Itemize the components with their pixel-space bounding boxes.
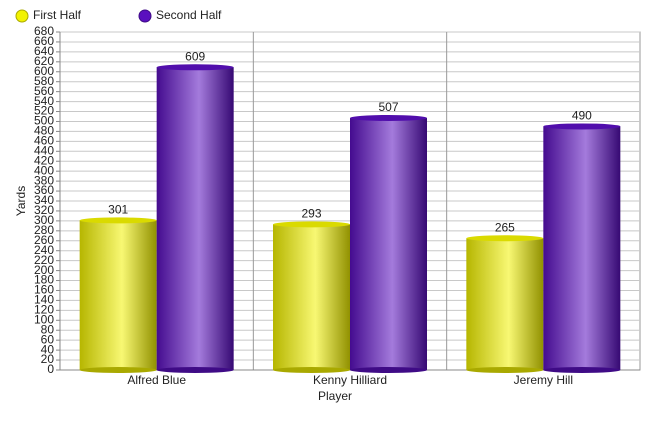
y-tick-label: 100 bbox=[34, 312, 54, 326]
y-tick-label: 400 bbox=[34, 163, 54, 177]
y-tick-label: 580 bbox=[34, 74, 54, 88]
bar bbox=[79, 220, 157, 370]
x-tick-label: Kenny Hilliard bbox=[313, 373, 387, 387]
y-tick-label: 200 bbox=[34, 263, 54, 277]
y-tick-label: 460 bbox=[34, 134, 54, 148]
bar bbox=[543, 126, 621, 370]
x-tick-label: Jeremy Hill bbox=[514, 373, 573, 387]
y-tick-label: 240 bbox=[34, 243, 54, 257]
bar-base bbox=[466, 367, 544, 373]
y-tick-label: 620 bbox=[34, 54, 54, 68]
y-tick-label: 0 bbox=[47, 362, 54, 376]
y-tick-label: 120 bbox=[34, 303, 54, 317]
y-tick-label: 520 bbox=[34, 104, 54, 118]
bar-cap bbox=[156, 64, 234, 71]
bar-cap bbox=[273, 221, 350, 228]
y-tick-label: 440 bbox=[34, 143, 54, 157]
y-tick-label: 140 bbox=[34, 293, 54, 307]
y-tick-label: 180 bbox=[34, 273, 54, 287]
y-tick-label: 60 bbox=[41, 332, 55, 346]
bar-cap bbox=[350, 114, 427, 121]
bar bbox=[273, 224, 350, 370]
y-tick-label: 640 bbox=[34, 44, 54, 58]
y-tick-label: 300 bbox=[34, 213, 54, 227]
y-tick-label: 480 bbox=[34, 124, 54, 138]
legend-marker bbox=[138, 9, 152, 23]
bar-base bbox=[79, 367, 157, 373]
data-label: 507 bbox=[378, 100, 398, 114]
data-label: 301 bbox=[108, 203, 128, 217]
bar-base bbox=[156, 367, 234, 373]
legend-label: Second Half bbox=[156, 8, 222, 22]
bar-cap bbox=[79, 217, 157, 224]
bar bbox=[156, 67, 234, 371]
bar-cap bbox=[543, 123, 621, 130]
x-axis-label: Player bbox=[318, 389, 352, 403]
y-tick-label: 340 bbox=[34, 193, 54, 207]
bar-base bbox=[350, 367, 427, 373]
y-tick-label: 360 bbox=[34, 183, 54, 197]
y-tick-label: 380 bbox=[34, 173, 54, 187]
y-tick-label: 160 bbox=[34, 283, 54, 297]
y-tick-label: 280 bbox=[34, 223, 54, 237]
bar-base bbox=[273, 367, 350, 373]
y-tick-label: 600 bbox=[34, 64, 54, 78]
legend-label: First Half bbox=[33, 8, 82, 22]
y-tick-label: 680 bbox=[34, 24, 54, 38]
y-tick-label: 220 bbox=[34, 253, 54, 267]
bar-base bbox=[543, 367, 621, 373]
data-label: 293 bbox=[301, 207, 321, 221]
y-tick-label: 560 bbox=[34, 84, 54, 98]
data-label: 265 bbox=[495, 220, 515, 234]
bar bbox=[350, 117, 427, 370]
y-tick-label: 320 bbox=[34, 203, 54, 217]
bar-cap bbox=[466, 235, 544, 242]
y-tick-label: 20 bbox=[41, 352, 55, 366]
y-tick-label: 80 bbox=[41, 322, 55, 336]
data-label: 490 bbox=[572, 109, 592, 123]
data-label: 609 bbox=[185, 49, 205, 63]
y-tick-label: 660 bbox=[34, 34, 54, 48]
y-tick-label: 540 bbox=[34, 94, 54, 108]
y-axis-label: Yards bbox=[14, 186, 28, 216]
bar bbox=[466, 238, 544, 370]
y-tick-label: 420 bbox=[34, 153, 54, 167]
y-tick-label: 500 bbox=[34, 114, 54, 128]
x-tick-label: Alfred Blue bbox=[127, 373, 186, 387]
legend-marker bbox=[15, 9, 29, 23]
y-tick-label: 40 bbox=[41, 342, 55, 356]
y-tick-label: 260 bbox=[34, 233, 54, 247]
